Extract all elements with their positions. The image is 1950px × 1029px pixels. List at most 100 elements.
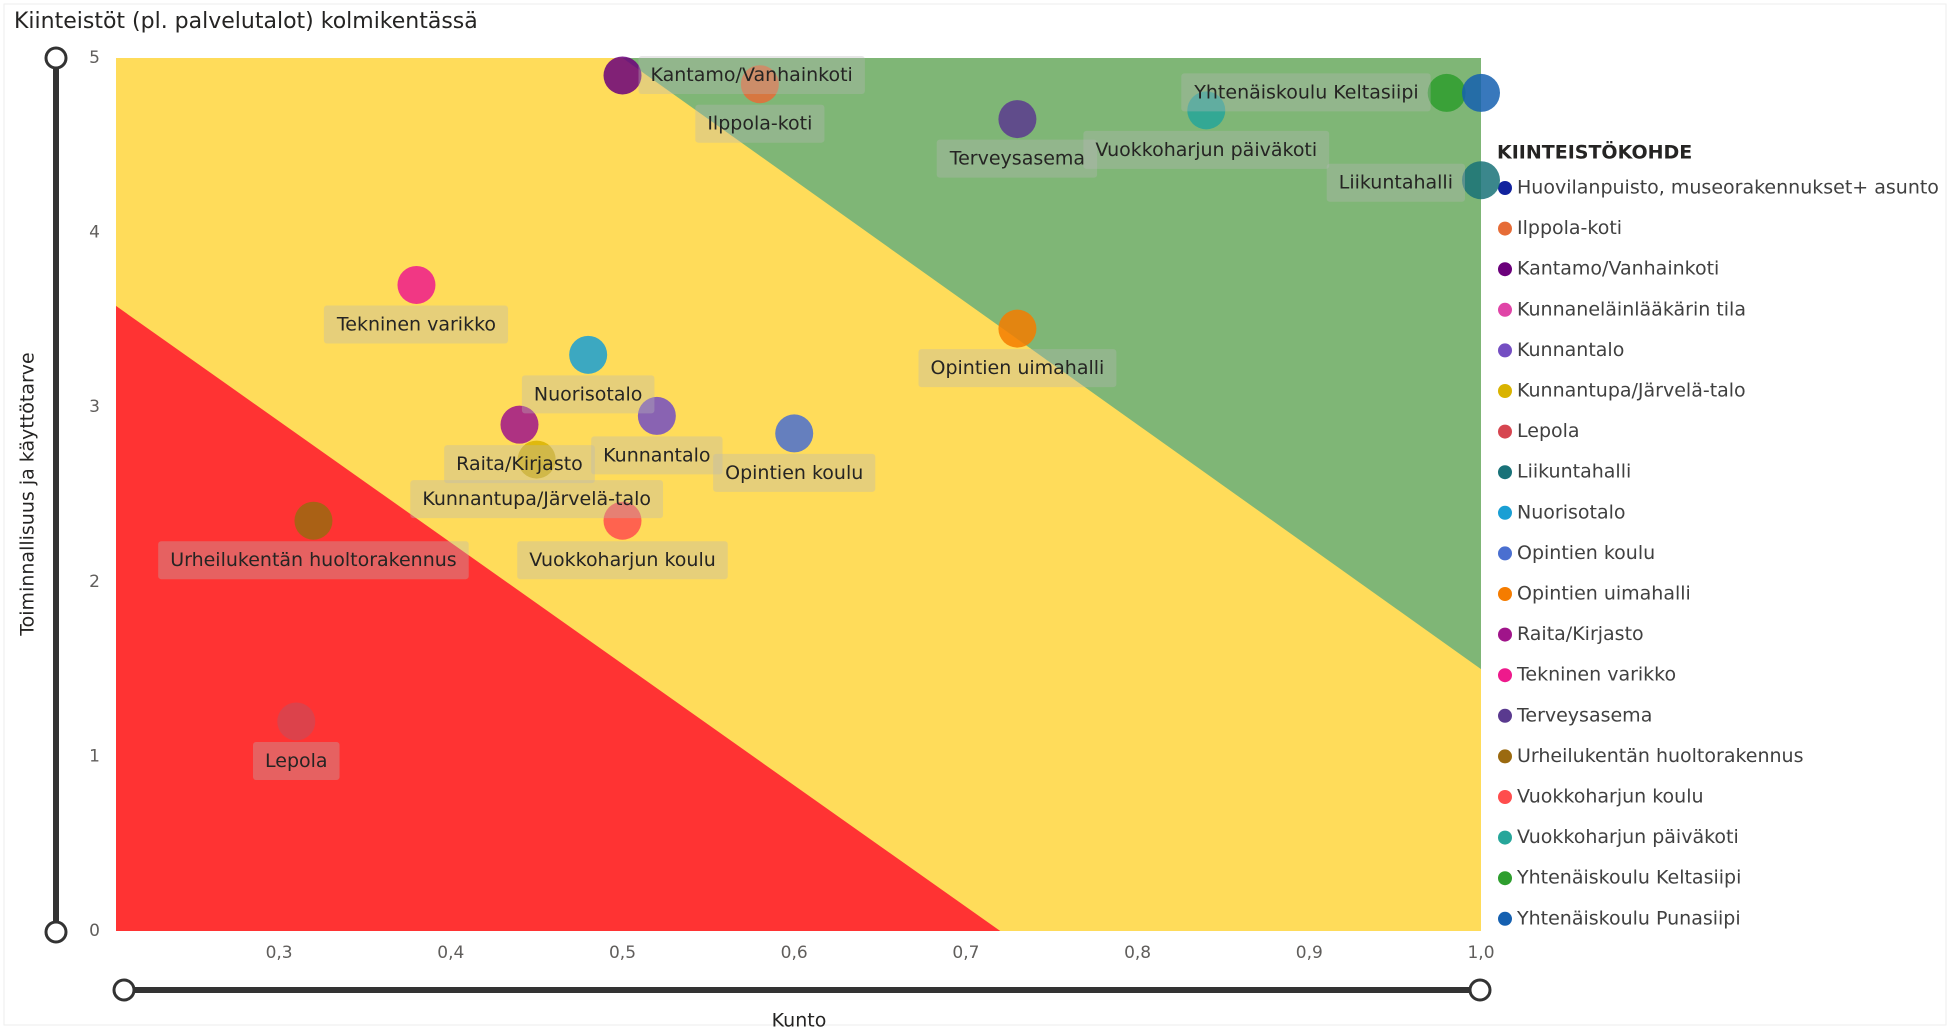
data-label: Urheilukentän huoltorakennus [170,549,457,571]
slider-handle[interactable] [44,920,68,944]
point [603,56,642,95]
data-label: Opintien koulu [725,462,863,484]
point [397,265,436,304]
legend-label: Yhtenäiskoulu Keltasiipi [1516,867,1741,889]
data-label-bg [713,453,876,492]
data-label: Terveysasema [949,148,1085,170]
x-tick-label: 1,0 [1467,943,1494,963]
data-label: Kantamo/Vanhainkoti [651,64,853,86]
legend-label: Vuokkoharjun päiväkoti [1517,826,1739,848]
zone [116,305,1001,931]
legend-swatch [1498,181,1512,195]
chart-title: Kiinteistöt (pl. palvelutalot) kolmikent… [14,9,478,34]
data-label: Yhtenäiskoulu Keltasiipi [1193,81,1418,103]
data-label-bg [410,480,664,519]
legend-label: Yhtenäiskoulu Punasiipi [1516,907,1741,929]
point [1427,73,1466,112]
legend-swatch [1498,790,1512,804]
y-axis-title: Toiminnallisuus ja käyttötarve [17,352,39,636]
x-tick-label: 0,4 [437,943,464,963]
legend-label: Kunnantupa/Järvelä-talo [1517,380,1746,402]
data-label-bg [591,436,723,475]
point [998,100,1037,139]
data-label-bg [521,375,655,414]
data-label-bg [918,349,1117,388]
y-tick-label: 1 [89,746,100,766]
data-label: Tekninen varikko [336,313,496,335]
legend-label: Huovilanpuisto, museorakennukset+ asunto [1517,177,1939,199]
x-tick-label: 0,9 [1296,943,1323,963]
data-label: Kunnantupa/Järvelä-talo [422,488,651,510]
data-label-bg [695,104,825,143]
data-label: Vuokkoharjun koulu [529,549,716,571]
data-label-bg [638,55,865,94]
data-label-bg [517,541,728,580]
slider-handle[interactable] [44,46,68,70]
legend-label: Vuokkoharjun koulu [1517,786,1704,808]
x-tick-label: 0,6 [781,943,808,963]
zone [622,58,1481,670]
x-tick-label: 0,7 [952,943,979,963]
legend-label: Opintien uimahalli [1517,583,1691,605]
point [603,501,642,540]
legend-label: Raita/Kirjasto [1517,623,1644,645]
legend-label: Tekninen varikko [1516,664,1676,686]
x-tick-label: 0,3 [266,943,293,963]
y-tick-label: 3 [89,397,100,417]
y-slicer[interactable] [44,46,68,944]
point [775,414,814,453]
legend-swatch [1498,546,1512,561]
legend-label: Kantamo/Vanhainkoti [1517,258,1719,280]
data-label: Kunnantalo [603,444,710,466]
point [637,396,676,435]
point [569,335,608,374]
legend-swatch [1498,749,1512,764]
legend-label: Nuorisotalo [1517,501,1626,523]
legend-swatch [1498,424,1512,439]
legend-swatch [1498,343,1512,358]
legend-swatch [1498,505,1512,520]
legend-swatch [1498,384,1512,398]
frame [3,3,1947,1026]
y-tick-label: 0 [89,921,100,941]
legend-label: Kunnaneläinlääkärin tila [1517,298,1746,320]
data-label: Lepola [265,750,328,772]
data-label-bg [1181,73,1431,112]
legend-swatch [1498,668,1512,683]
x-tick-label: 0,8 [1124,943,1151,963]
legend-label: Lepola [1517,420,1580,442]
point [277,702,316,741]
slider-handle[interactable] [112,978,136,1002]
x-slicer[interactable] [112,978,1492,1002]
data-label: Ilppola-koti [707,113,812,135]
data-label-bg [936,139,1098,178]
y-tick-label: 2 [89,572,100,592]
slider-handle[interactable] [1468,978,1492,1002]
legend-swatch [1498,587,1512,601]
legend-swatch [1498,262,1512,277]
legend-label: Terveysasema [1516,704,1652,726]
point [1462,73,1500,112]
legend-label: Kunnantalo [1517,339,1624,361]
y-tick-label: 4 [89,223,100,243]
legend-label: Urheilukentän huoltorakennus [1517,745,1804,767]
y-tick-label: 5 [89,48,100,68]
data-label: Opintien uimahalli [930,357,1104,379]
data-label-bg [253,741,340,780]
point [1462,161,1500,200]
legend-swatch [1498,871,1512,886]
data-label-bg [323,305,509,344]
legend-title: KIINTEISTÖKOHDE [1497,140,1692,164]
legend-swatch [1498,830,1512,845]
legend-swatch [1498,708,1512,723]
legend-label: Ilppola-koti [1517,217,1622,239]
legend-label: Liikuntahalli [1517,461,1631,483]
point [500,405,539,444]
point [517,440,556,479]
legend-label: Opintien koulu [1517,542,1655,564]
data-label: Nuorisotalo [534,383,643,405]
legend-swatch [1498,911,1512,926]
data-label: Liikuntahalli [1339,172,1453,194]
data-label-bg [444,445,595,484]
